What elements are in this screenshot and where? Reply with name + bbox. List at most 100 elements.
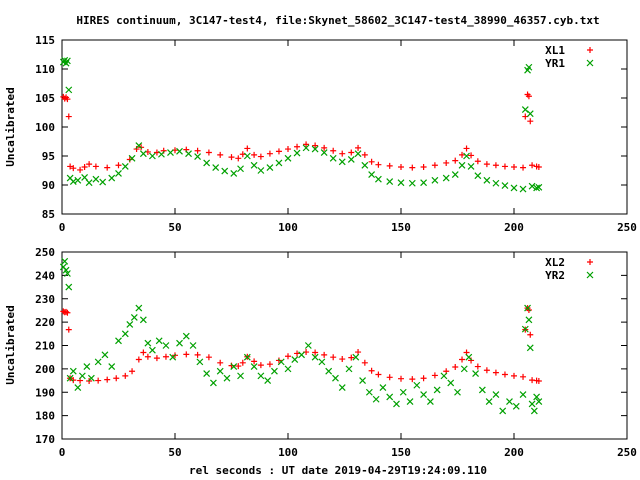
lower-x-tick-label: 50 [168, 446, 181, 459]
upper-xl1-point [463, 145, 470, 152]
lower-xl2-point [459, 356, 466, 363]
lower-xl2-point [501, 371, 508, 378]
lower-xl2-point [483, 367, 490, 374]
lower-yr2-point [420, 391, 428, 399]
lower-yr2-point [130, 314, 138, 321]
upper-series [59, 56, 543, 193]
lower-yr2-point [101, 351, 109, 359]
upper-xl1-point [501, 163, 508, 170]
lower-yr2-point [284, 365, 292, 373]
lower-xl2-point [368, 367, 375, 374]
lower-yr2-point [318, 358, 326, 366]
lower-yr2-point [230, 363, 238, 370]
upper-xl1-point [115, 162, 122, 169]
upper-plot-frame [61, 39, 628, 215]
upper-xl1-point [443, 159, 450, 166]
lower-yr2-point [169, 353, 177, 361]
lower-xl2-point [330, 354, 337, 361]
upper-xl1-point [244, 145, 251, 152]
lower-yr2-point [66, 374, 74, 382]
lower-xl2-point [474, 363, 481, 370]
upper-yr1-point [266, 164, 274, 172]
upper-yr1-point [63, 57, 71, 65]
legend-label-xl1: XL1 [545, 44, 565, 57]
upper-xl1-point [217, 151, 224, 158]
upper-yr1-point [492, 179, 500, 187]
upper-legend: XL1 YR1 [545, 44, 594, 70]
upper-yr1-point [128, 154, 136, 162]
upper-xl1-point [160, 147, 167, 154]
upper-xl1-point [257, 153, 264, 160]
lower-yr2-point [94, 358, 102, 366]
lower-ticks: 0 50 100 150 200 250 170 180 190 200 210 220 230 240 2… [35, 246, 637, 459]
legend-label-xl2: XL2 [545, 256, 565, 269]
upper-xl1-point [251, 151, 258, 158]
lower-y-tick-label: 200 [35, 363, 55, 376]
lower-yr2-point [115, 337, 122, 345]
upper-y-tick-label: 100 [35, 121, 55, 134]
lower-xl2-point [375, 371, 382, 378]
lower-yr2-point [148, 346, 156, 354]
lower-yr2-point [277, 358, 285, 366]
upper-xl1-point [368, 158, 375, 165]
upper-xl1-point [474, 158, 481, 165]
upper-yr1-point [167, 149, 174, 156]
upper-xl1-point [535, 164, 542, 171]
lower-xl2-point [64, 309, 71, 316]
lower-yr2-point [530, 407, 538, 415]
upper-yr1-point [284, 154, 292, 162]
lower-xl2-point [162, 353, 169, 360]
lower-yr2-point [379, 384, 387, 391]
upper-yr1-point [519, 185, 527, 193]
lower-yr2-point [298, 351, 305, 359]
upper-xl1-point [431, 162, 438, 169]
upper-yr1-point [442, 174, 450, 182]
lower-yr2-point [512, 402, 520, 410]
upper-yr1-point [386, 178, 394, 185]
lower-y-tick-label: 250 [35, 246, 55, 259]
lower-yr2-point [196, 358, 204, 366]
legend-marker-yr2 [586, 271, 594, 279]
lower-yr2-point [485, 398, 493, 406]
lower-yr2-point [182, 332, 190, 340]
lower-yr2-point [492, 391, 500, 399]
lower-xl2-point [135, 356, 142, 363]
upper-x-tick-label: 100 [278, 221, 298, 234]
lower-y-tick-label: 240 [35, 269, 55, 282]
upper-yr1-point [293, 149, 301, 157]
upper-xl1-point [321, 144, 328, 151]
upper-x-tick-label: 150 [391, 221, 411, 234]
lower-xl2-point [63, 308, 70, 315]
upper-xl1-point [452, 157, 459, 164]
upper-y-tick-label: 85 [42, 208, 55, 221]
lower-xl2-point [312, 349, 319, 356]
lower-yr2-point [533, 393, 541, 401]
lower-xl2-point [348, 354, 355, 361]
upper-xl1-point [398, 164, 404, 171]
lower-xl2-point [205, 354, 212, 361]
upper-yr1-point [525, 63, 533, 71]
lower-y-tick-label: 210 [35, 340, 55, 353]
lower-yr2-point [304, 342, 312, 349]
lower-yr2-point [426, 398, 434, 406]
lower-yr2-point [535, 398, 543, 406]
upper-xl1-point [511, 164, 517, 171]
lower-plot-frame [61, 251, 628, 440]
lower-xl2-point [217, 359, 224, 366]
lower-yr2-point [69, 367, 77, 375]
legend-label-yr2: YR2 [545, 269, 565, 282]
lower-xl2-point [113, 375, 120, 382]
lower-yr2-point [291, 356, 299, 363]
upper-yr1-point [397, 179, 405, 187]
lower-yr2-point [223, 374, 231, 382]
lower-yr2-point [413, 381, 421, 389]
lower-yr2-point [393, 400, 400, 408]
upper-xl1-point [420, 164, 427, 171]
lower-xl2-point [266, 361, 273, 368]
upper-yr1-point [275, 159, 283, 167]
upper-yr1-point [115, 169, 122, 177]
lower-y-tick-label: 220 [35, 316, 55, 329]
upper-yr1-point [463, 152, 470, 160]
lower-yr2-point [162, 342, 170, 349]
lower-yr2-point [406, 398, 414, 406]
